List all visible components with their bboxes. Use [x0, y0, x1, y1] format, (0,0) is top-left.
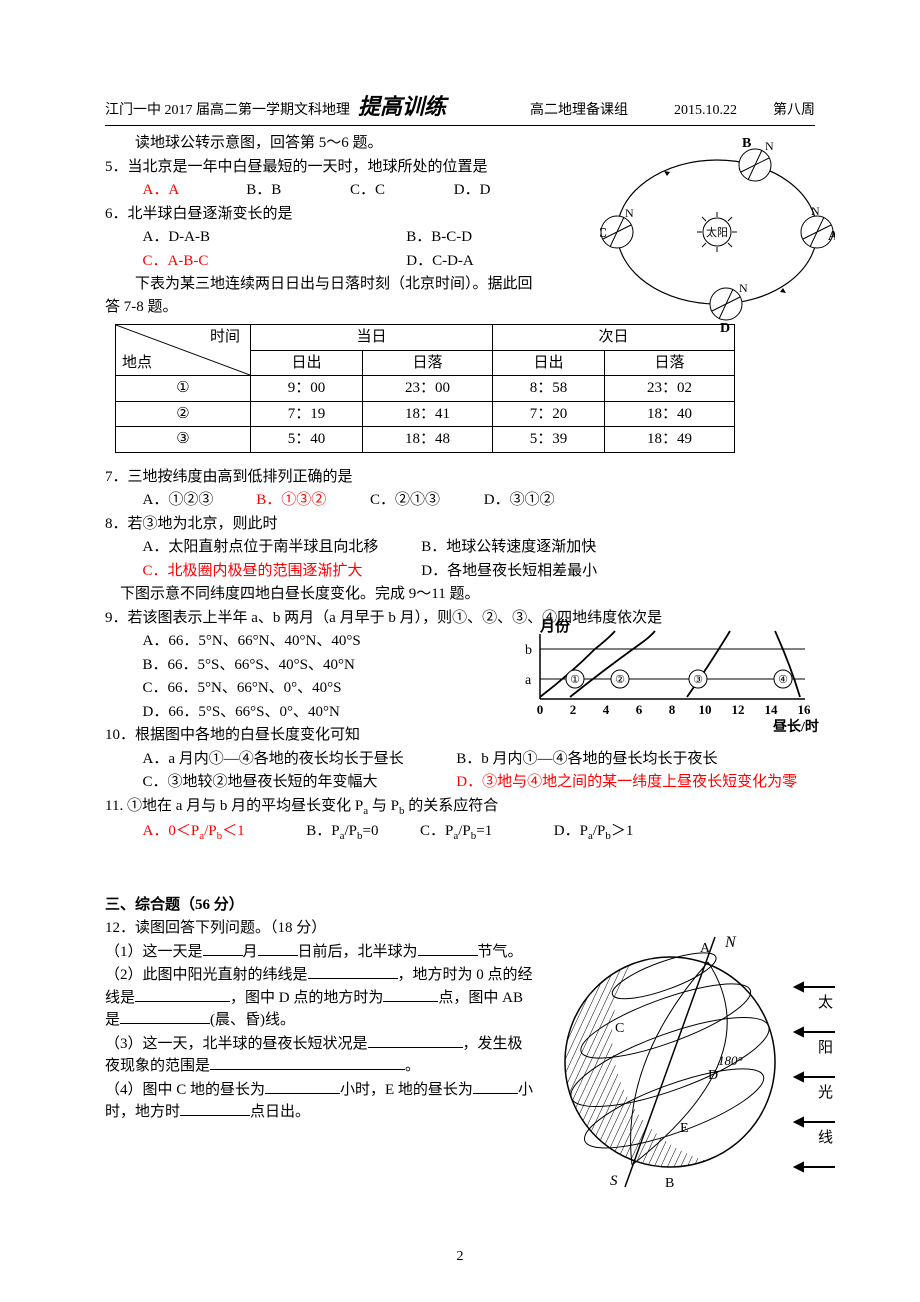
svg-text:4: 4: [603, 702, 610, 717]
svg-text:N: N: [765, 139, 774, 153]
q5-C: C．C: [350, 179, 450, 202]
svg-text:D: D: [708, 1068, 718, 1083]
q8-options-1: A．太阳直射点位于南半球且向北移 B．地球公转速度逐渐加快: [105, 536, 815, 559]
q10-options-2: C．③地较②地昼夜长短的年变幅大 D．③地与④地之间的某一纬度上昼夜长短变化为零: [105, 771, 815, 794]
header-title: 提高训练: [358, 90, 446, 123]
svg-text:A: A: [828, 229, 835, 244]
svg-text:10: 10: [699, 702, 712, 717]
svg-text:b: b: [525, 643, 532, 658]
q11-B: B．Pa/Pb=0: [306, 820, 416, 845]
svg-text:①: ①: [570, 674, 580, 686]
svg-text:N: N: [625, 206, 634, 220]
svg-text:月份: 月份: [539, 619, 571, 635]
q11-C: C．Pa/Pb=1: [420, 820, 550, 845]
q11-stem: 11. ①地在 a 月与 b 月的平均昼长变化 Pa 与 Pb 的关系应符合: [105, 795, 815, 820]
q8-options-2: C．北极圈内极昼的范围逐渐扩大 D．各地昼夜长短相差最小: [105, 560, 815, 583]
svg-text:B: B: [742, 136, 751, 151]
svg-text:③: ③: [693, 674, 703, 686]
q8-B: B．地球公转速度逐渐加快: [421, 536, 596, 559]
orbit-diagram: 太阳 N N N: [600, 132, 835, 332]
svg-text:光: 光: [818, 1084, 833, 1101]
svg-text:昼长/时: 昼长/时: [773, 718, 819, 734]
intro-911: 下图示意不同纬度四地白昼长度变化。完成 9～11 题。: [105, 583, 815, 606]
header-left: 江门一中 2017 届高二第一学期文科地理: [105, 100, 350, 121]
daylength-chart: 月份 b a ① ② ③ ④ 0 2 4 6 8 10 12 14 16 昼长/…: [515, 619, 825, 734]
q11-D: D．Pa/Pb＞1: [554, 820, 634, 845]
svg-text:180°: 180°: [718, 1053, 743, 1068]
q7-A: A．①②③: [143, 489, 253, 512]
q11-A: A．0＜Pa/Pb＜1: [143, 820, 303, 845]
q6-C: C．A-B-C: [143, 250, 403, 273]
q10-options-1: A．a 月内①—④各地的夜长均长于昼长 B．b 月内①—④各地的昼长均长于夜长: [105, 748, 815, 771]
svg-text:16: 16: [798, 702, 812, 717]
q8-A: A．太阳直射点位于南半球且向北移: [143, 536, 418, 559]
q5-D: D．D: [454, 179, 554, 202]
q5-B: B．B: [246, 179, 346, 202]
table-row: ③5：4018：485：3918：49: [116, 427, 735, 453]
q12-2: （2）此图中阳光直射的纬线是，地方时为 0 点的经线是，图中 D 点的地方时为点…: [105, 964, 535, 1032]
q10-C: C．③地较②地昼夜长短的年变幅大: [143, 771, 453, 794]
q7-D: D．③①②: [484, 489, 584, 512]
sunrise-table: 时间 地点 当日 次日 日出 日落 日出 日落 ①9：0023：008：5823…: [115, 324, 735, 453]
svg-text:太阳: 太阳: [706, 226, 728, 239]
table-row: ①9：0023：008：5823：02: [116, 376, 735, 402]
table-row: ②7：1918：417：2018：40: [116, 401, 735, 427]
svg-text:14: 14: [765, 702, 779, 717]
q7-options: A．①②③ B．①③② C．②①③ D．③①②: [105, 489, 815, 512]
svg-text:C: C: [600, 226, 607, 241]
header-mid: 高二地理备课组: [530, 100, 628, 121]
svg-text:N: N: [724, 934, 737, 951]
svg-text:0: 0: [537, 702, 544, 717]
svg-text:C: C: [615, 1021, 624, 1036]
svg-text:2: 2: [570, 702, 577, 717]
q8-C: C．北极圈内极昼的范围逐渐扩大: [143, 560, 418, 583]
svg-text:E: E: [680, 1121, 689, 1136]
q7-C: C．②①③: [370, 489, 480, 512]
q12-3: （3）这一天，北半球的昼夜长短状况是，发生极夜现象的范围是。: [105, 1033, 535, 1078]
header-date: 2015.10.22: [674, 100, 737, 121]
header-week: 第八周: [773, 100, 815, 121]
q8-stem: 8．若③地为北京，则此时: [105, 513, 815, 536]
section-3-title: 三、综合题（56 分）: [105, 894, 815, 917]
q10-D: D．③地与④地之间的某一纬度上昼夜长短变化为零: [456, 771, 797, 794]
svg-text:阳: 阳: [818, 1039, 833, 1056]
svg-text:②: ②: [615, 674, 625, 686]
globe-diagram: A B C D E S 180° N 太 阳 光 线: [560, 917, 840, 1207]
svg-text:B: B: [665, 1176, 674, 1191]
page-number: 2: [0, 1246, 920, 1267]
svg-text:6: 6: [636, 702, 643, 717]
svg-text:a: a: [525, 673, 532, 688]
q11-options: A．0＜Pa/Pb＜1 B．Pa/Pb=0 C．Pa/Pb=1 D．Pa/Pb＞…: [105, 820, 815, 845]
q12-4: （4）图中 C 地的昼长为小时，E 地的昼长为小时，地方时点日出。: [105, 1079, 535, 1124]
q6-D: D．C-D-A: [406, 250, 506, 273]
q5-A: A．A: [143, 179, 243, 202]
svg-text:8: 8: [669, 702, 676, 717]
q10-B: B．b 月内①—④各地的昼长均长于夜长: [456, 748, 717, 771]
q7-B: B．①③②: [256, 489, 366, 512]
svg-text:S: S: [610, 1173, 618, 1189]
intro-78: 下表为某三地连续两日日出与日落时刻（北京时间）。据此回答 7-8 题。: [105, 273, 545, 318]
svg-text:④: ④: [778, 674, 788, 686]
q6-B: B．B-C-D: [406, 226, 506, 249]
svg-text:D: D: [720, 321, 730, 332]
q8-D: D．各地昼夜长短相差最小: [421, 560, 597, 583]
page-header: 江门一中 2017 届高二第一学期文科地理 提高训练 高二地理备课组 2015.…: [105, 90, 815, 126]
svg-text:太: 太: [818, 994, 833, 1011]
svg-text:12: 12: [732, 702, 745, 717]
svg-text:线: 线: [818, 1129, 833, 1146]
q10-A: A．a 月内①—④各地的夜长均长于昼长: [143, 748, 453, 771]
svg-text:N: N: [811, 204, 820, 218]
q7-stem: 7．三地按纬度由高到低排列正确的是: [105, 466, 815, 489]
q6-A: A．D-A-B: [143, 226, 403, 249]
svg-text:N: N: [739, 281, 748, 295]
svg-text:A: A: [700, 941, 711, 956]
